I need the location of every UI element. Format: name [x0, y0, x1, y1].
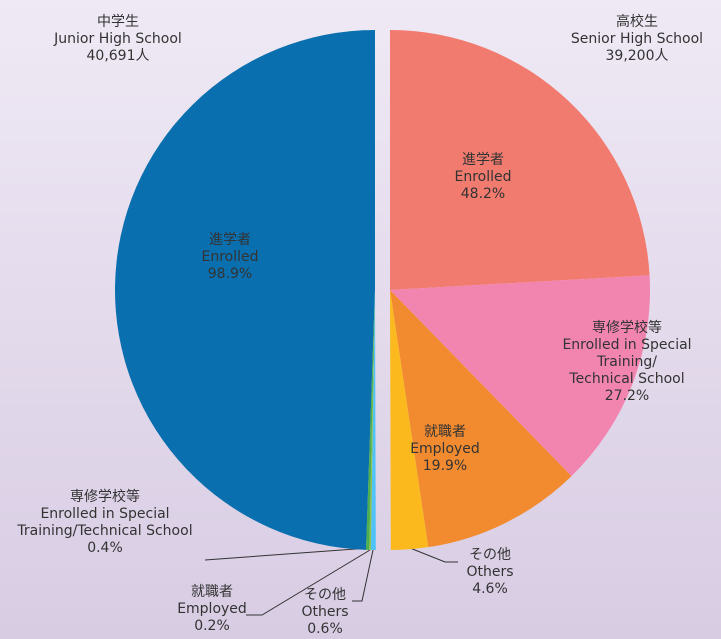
slice-label: 進学者 — [462, 152, 504, 168]
slice-label: Enrolled — [201, 249, 258, 265]
slice-label: Others — [301, 604, 348, 620]
slice-label: Training/Technical School — [16, 523, 192, 539]
pie-slice — [366, 290, 375, 550]
leader-line — [409, 547, 458, 563]
pie-slice — [369, 290, 375, 550]
slice-label: 専修学校等 — [70, 488, 140, 505]
chart-title: 高校生 — [616, 13, 658, 30]
slice-label: Enrolled in Special — [562, 337, 691, 353]
slice-label: Enrolled — [454, 169, 511, 185]
chart-title: 中学生 — [97, 14, 139, 30]
pie-slice — [390, 275, 650, 477]
value-label: 98.9% — [208, 266, 252, 282]
chart-title: 39,200人 — [606, 48, 669, 64]
slice-label: Employed — [410, 441, 480, 457]
leader-line — [352, 549, 374, 602]
pie-slice — [390, 290, 429, 550]
slice-label: Others — [466, 564, 513, 580]
value-label: 4.6% — [472, 581, 508, 597]
value-label: 19.9% — [423, 458, 467, 474]
value-label: 0.6% — [307, 621, 343, 637]
pie-slice — [370, 290, 376, 550]
slice-label: 進学者 — [209, 232, 251, 248]
slice-label: Employed — [177, 601, 247, 617]
value-label: 48.2% — [461, 186, 505, 202]
slice-label: Technical School — [568, 371, 684, 387]
slice-label: 就職者 — [191, 584, 233, 600]
value-label: 0.4% — [87, 540, 123, 556]
slice-label: 就職者 — [424, 424, 466, 440]
value-label: 27.2% — [605, 388, 649, 404]
pie-slice — [115, 30, 375, 550]
pie-slice — [390, 30, 650, 290]
chart-title: 40,691人 — [87, 48, 150, 64]
slice-label: Training/ — [596, 354, 657, 370]
slice-label: Enrolled in Special — [40, 506, 169, 522]
slice-label: その他 — [304, 587, 346, 603]
chart-title: Junior High School — [53, 31, 182, 47]
slice-label: 専修学校等 — [592, 319, 662, 336]
chart-title: Senior High School — [571, 31, 703, 47]
leader-line — [246, 549, 371, 616]
pie-slice — [390, 290, 572, 548]
leader-line — [204, 547, 370, 561]
slice-label: その他 — [469, 547, 511, 563]
value-label: 0.2% — [194, 618, 230, 634]
